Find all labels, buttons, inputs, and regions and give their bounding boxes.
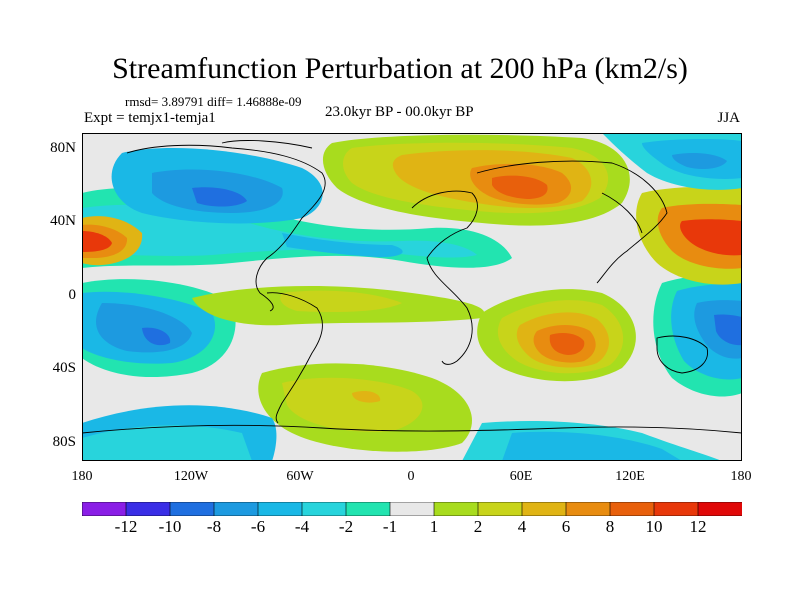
lon-tick-60e: 60E: [509, 469, 533, 484]
colorbar-label: 12: [689, 517, 707, 536]
lat-tick-80s: 80S: [52, 434, 76, 450]
anomaly-north-america-core: [192, 187, 247, 207]
colorbar-swatch: [169, 502, 215, 516]
lon-tick-180w: 180: [71, 469, 93, 484]
colorbar-swatch: [653, 502, 699, 516]
colorbar-label: 1: [429, 517, 439, 536]
colorbar: [82, 502, 742, 516]
colorbar-label: -10: [158, 517, 182, 536]
colorbar-swatch: [697, 502, 742, 516]
lat-tick-0: 0: [68, 287, 77, 303]
colorbar-swatch: [257, 502, 303, 516]
colorbar-label: -6: [250, 517, 266, 536]
colorbar-swatch: [609, 502, 655, 516]
colorbar-swatch: [82, 502, 127, 516]
colorbar-label: 10: [645, 517, 663, 536]
colorbar-swatch: [345, 502, 391, 516]
colorbar-label: -8: [206, 517, 222, 536]
lon-tick-120e: 120E: [615, 469, 645, 484]
colorbar-swatch: [521, 502, 567, 516]
colorbar-label: -12: [114, 517, 138, 536]
lat-tick-40s: 40S: [52, 360, 76, 376]
period-label: 23.0kyr BP - 00.0kyr BP: [325, 104, 474, 120]
plot-title: Streamfunction Perturbation at 200 hPa (…: [112, 52, 688, 85]
colorbar-label: -1: [382, 517, 398, 536]
anomaly-north-atlantic-core: [492, 175, 548, 199]
lon-tick-60w: 60W: [286, 469, 314, 484]
colorbar-label: 8: [605, 517, 615, 536]
colorbar-swatch: [565, 502, 611, 516]
colorbar-swatch: [477, 502, 523, 516]
lon-tick-120w: 120W: [173, 469, 209, 484]
plot-frame: [82, 133, 742, 461]
coastlines: [82, 140, 742, 434]
colorbar-swatch: [213, 502, 259, 516]
colorbar-label: 2: [473, 517, 483, 536]
anomaly-south-atlantic-core: [282, 377, 423, 432]
experiment-label: Expt = temjx1-temja1: [84, 110, 216, 126]
colorbar-swatch: [301, 502, 347, 516]
anomaly-indian-ocean-core: [549, 333, 585, 355]
colorbar-label: 4: [517, 517, 527, 536]
stats-text: rmsd= 3.89791 diff= 1.46888e-09: [125, 94, 302, 109]
colorbar-label: 6: [561, 517, 571, 536]
anomaly-south-atlantic-peak: [352, 390, 381, 403]
colorbar-swatch: [125, 502, 171, 516]
lat-tick-40n: 40N: [50, 213, 76, 229]
lat-tick-80n: 80N: [50, 140, 76, 156]
anomaly-south-pacific-core: [142, 327, 171, 346]
colorbar-swatch: [433, 502, 479, 516]
colorbar-swatch: [389, 502, 435, 516]
colorbar-label: -4: [294, 517, 310, 536]
season-label: JJA: [717, 110, 740, 126]
colorbar-label: -2: [338, 517, 354, 536]
lon-tick-0: 0: [407, 469, 415, 484]
lon-tick-180e: 180: [730, 469, 752, 484]
map-panel: [82, 133, 742, 461]
